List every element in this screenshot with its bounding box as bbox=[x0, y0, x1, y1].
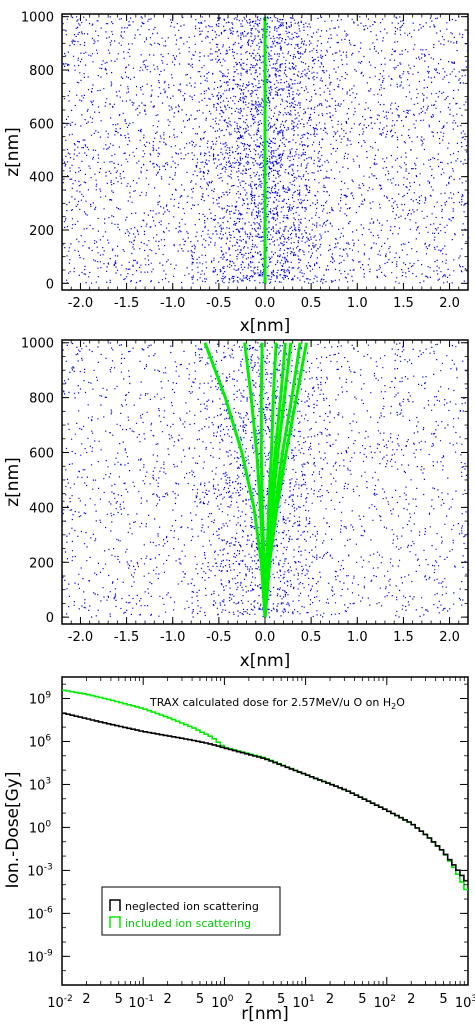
plot-frame bbox=[61, 676, 469, 986]
x-tick-label: 1.5 bbox=[393, 296, 414, 311]
x-minor-label: 5 bbox=[277, 992, 285, 1007]
x-minor-label: 5 bbox=[115, 992, 123, 1007]
x-minor-label: 5 bbox=[439, 992, 447, 1007]
legend-box bbox=[101, 886, 281, 936]
x-tick-label: 0.5 bbox=[301, 630, 322, 645]
legend: neglected ion scattering included ion sc… bbox=[101, 886, 281, 936]
x-tick-label: 2.0 bbox=[439, 630, 460, 645]
ion-tracks bbox=[203, 342, 308, 618]
x-tick-label: -1.0 bbox=[160, 630, 185, 645]
y-tick-label: 200 bbox=[29, 556, 54, 571]
x-decade-label: 10-1 bbox=[128, 994, 154, 1011]
x-tick-label: -0.5 bbox=[206, 296, 231, 311]
x-decade-label: 103 bbox=[455, 994, 475, 1011]
dose-curves bbox=[62, 689, 468, 891]
y-axis-label: z[nm] bbox=[3, 127, 23, 177]
y-tick-label: 400 bbox=[29, 501, 54, 516]
y-decade-label: 10-9 bbox=[27, 948, 53, 965]
x-minor-label: 5 bbox=[358, 992, 366, 1007]
y-tick-label: 200 bbox=[29, 224, 54, 239]
y-tick-label: 1000 bbox=[21, 11, 54, 26]
legend-swatch-neglected bbox=[109, 899, 121, 911]
y-decade-label: 109 bbox=[29, 690, 52, 707]
axis-ticks: -2.0 -1.5 -1.0 -0.5 0.0 0.5 1.0 1.5 2.0 0 200 400 60… bbox=[21, 11, 468, 311]
x-axis-label: r[nm] bbox=[241, 1004, 289, 1024]
y-tick-label: 1000 bbox=[21, 337, 54, 352]
y-tick-label: 0 bbox=[46, 611, 54, 626]
x-tick-label: 1.5 bbox=[393, 630, 414, 645]
y-tick-label: 600 bbox=[29, 447, 54, 462]
x-tick-label: -2.0 bbox=[68, 296, 93, 311]
dose-curve-included bbox=[62, 689, 468, 891]
x-tick-label: -1.0 bbox=[160, 296, 185, 311]
x-tick-label: 1.0 bbox=[347, 630, 368, 645]
ion-track-2 bbox=[259, 342, 267, 618]
chart-title-subscript: 2 bbox=[391, 702, 396, 711]
ion-track-7 bbox=[263, 342, 308, 618]
y-tick-label: 600 bbox=[29, 117, 54, 132]
panel-top-scatter: -2.0 -1.5 -1.0 -0.5 0.0 0.5 1.0 1.5 2.0 0 200 400 60… bbox=[3, 11, 470, 336]
x-decade-label: 100 bbox=[211, 994, 234, 1011]
axis-ticks: 10-2 2 5 10-1 2 5 100 2 5 101 2 5 102 2 5 103 109 106 103 1… bbox=[27, 677, 475, 1011]
legend-swatch-included bbox=[109, 916, 121, 928]
y-axis-label: z[nm] bbox=[3, 457, 23, 507]
x-minor-label: 2 bbox=[407, 992, 415, 1007]
y-tick-label: 800 bbox=[29, 64, 54, 79]
x-minor-label: 2 bbox=[245, 992, 253, 1007]
x-decade-label: 101 bbox=[292, 994, 314, 1011]
x-tick-label: -1.5 bbox=[114, 630, 139, 645]
y-decade-label: 106 bbox=[29, 733, 52, 750]
x-tick-label: -2.0 bbox=[68, 630, 93, 645]
axis-ticks: -2.0 -1.5 -1.0 -0.5 0.0 0.5 1.0 1.5 2.0 0 200 400 60… bbox=[21, 337, 468, 645]
y-decade-label: 103 bbox=[29, 776, 51, 793]
chart-title: TRAX calculated dose for 2.57MeV/u O on … bbox=[149, 696, 405, 711]
x-decade-label: 102 bbox=[374, 994, 396, 1011]
x-tick-label: 0.5 bbox=[301, 296, 322, 311]
y-decade-label: 10-6 bbox=[27, 905, 53, 922]
x-minor-label: 2 bbox=[326, 992, 334, 1007]
x-decade-label: 10-2 bbox=[47, 994, 73, 1011]
chart-title-main: TRAX calculated dose for 2.57MeV/u O on … bbox=[149, 696, 391, 709]
y-decade-label: 100 bbox=[29, 819, 52, 836]
y-axis-label: Ion.-Dose[Gy] bbox=[3, 771, 23, 888]
x-tick-label: -0.5 bbox=[206, 630, 231, 645]
x-axis-label: x[nm] bbox=[240, 651, 291, 671]
x-tick-label: -1.5 bbox=[114, 296, 139, 311]
y-tick-label: 800 bbox=[29, 392, 54, 407]
x-tick-label: 1.0 bbox=[347, 296, 368, 311]
legend-label-included: included ion scattering bbox=[125, 917, 251, 930]
x-minor-label: 2 bbox=[164, 992, 172, 1007]
x-minor-label: 5 bbox=[196, 992, 204, 1007]
ion-track-0 bbox=[203, 342, 267, 618]
panel-dose-profile: 10-2 2 5 10-1 2 5 100 2 5 101 2 5 102 2 5 103 109 106 103 1… bbox=[3, 676, 475, 1024]
x-minor-label: 2 bbox=[82, 992, 90, 1007]
x-axis-label: x[nm] bbox=[240, 316, 291, 336]
y-decade-label: 10-3 bbox=[27, 862, 53, 879]
y-tick-label: 0 bbox=[46, 277, 54, 292]
x-tick-label: 0.0 bbox=[255, 630, 276, 645]
y-tick-label: 400 bbox=[29, 171, 54, 186]
x-tick-label: 2.0 bbox=[439, 296, 460, 311]
x-tick-label: 0.0 bbox=[255, 296, 276, 311]
panel-middle-scatter: -2.0 -1.5 -1.0 -0.5 0.0 0.5 1.0 1.5 2.0 0 200 400 60… bbox=[3, 337, 470, 671]
legend-label-neglected: neglected ion scattering bbox=[125, 900, 259, 913]
chart-title-tail: O bbox=[396, 696, 405, 709]
dose-curve-neglected bbox=[62, 712, 468, 882]
